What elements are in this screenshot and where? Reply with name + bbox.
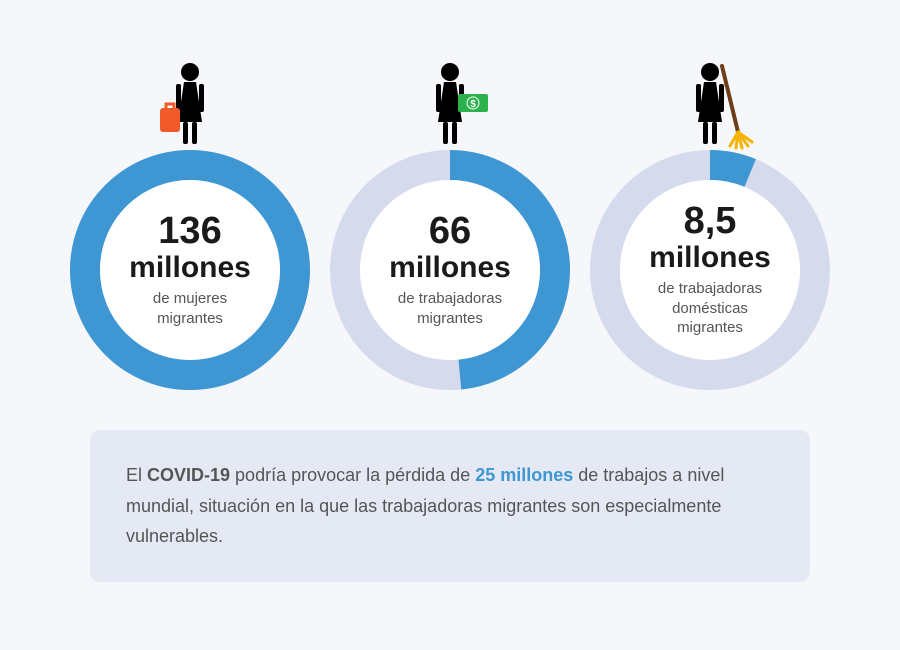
footer-caption: El COVID-19 podría provocar la pérdida d… <box>90 430 810 582</box>
footer-text-part: 25 millones <box>475 465 573 485</box>
woman-money-icon: $ <box>400 60 500 150</box>
donut-row: 136millonesde mujeres migrantes$66millon… <box>0 0 900 390</box>
svg-text:$: $ <box>470 99 476 110</box>
woman-briefcase-icon <box>140 60 240 150</box>
woman-broom-icon <box>660 60 760 150</box>
stat-donut-2: 8,5millonesde trabajadoras domésticas mi… <box>590 60 830 390</box>
donut-ring <box>330 150 570 390</box>
donut-ring <box>590 150 830 390</box>
stat-donut-0: 136millonesde mujeres migrantes <box>70 60 310 390</box>
stat-donut-1: $66millonesde trabajadoras migrantes <box>330 60 570 390</box>
footer-text-part: podría provocar la pérdida de <box>230 465 475 485</box>
donut-ring <box>70 150 310 390</box>
infographic-canvas: 136millonesde mujeres migrantes$66millon… <box>0 0 900 650</box>
footer-text-part: COVID-19 <box>147 465 230 485</box>
footer-text-part: El <box>126 465 147 485</box>
